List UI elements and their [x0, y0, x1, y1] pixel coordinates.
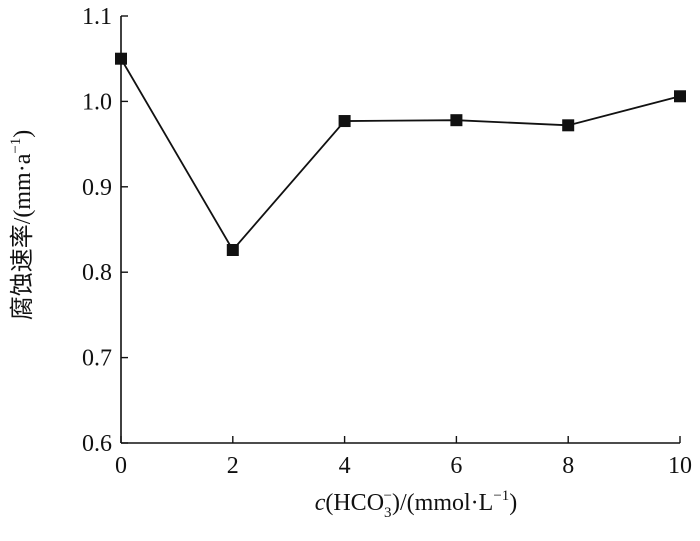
y-tick-label: 0.9 — [82, 175, 112, 201]
y-tick-label: 0.6 — [82, 431, 112, 457]
axes — [120, 16, 680, 444]
series-line — [120, 58, 681, 252]
data-point-marker — [115, 52, 127, 65]
x-tick-label: 0 — [115, 453, 127, 479]
y-tick-label: 1.0 — [82, 89, 112, 115]
x-tick-label: 6 — [450, 453, 462, 479]
data-point-marker — [562, 119, 575, 132]
x-axis-label: c(HCO3−)/(mmol·L−1) — [315, 488, 518, 521]
data-point-marker — [338, 115, 351, 128]
data-point-marker — [450, 114, 463, 127]
x-tick-label: 10 — [668, 453, 692, 479]
x-tick-label: 4 — [339, 453, 351, 479]
series — [115, 52, 686, 256]
data-point-marker — [674, 90, 686, 103]
x-tick-label: 2 — [227, 453, 239, 479]
y-axis-label: 腐蚀速率/(mm·a−1) — [8, 130, 36, 321]
y-tick-label: 0.8 — [82, 260, 112, 286]
x-tick-label: 8 — [562, 453, 574, 479]
y-tick-label: 1.1 — [82, 4, 112, 30]
ticks: 0 2 4 6 8 10 0.6 0.7 0.8 0.9 1.0 1.1 — [82, 4, 692, 479]
data-point-marker — [226, 243, 239, 256]
y-tick-label: 0.7 — [82, 346, 112, 372]
